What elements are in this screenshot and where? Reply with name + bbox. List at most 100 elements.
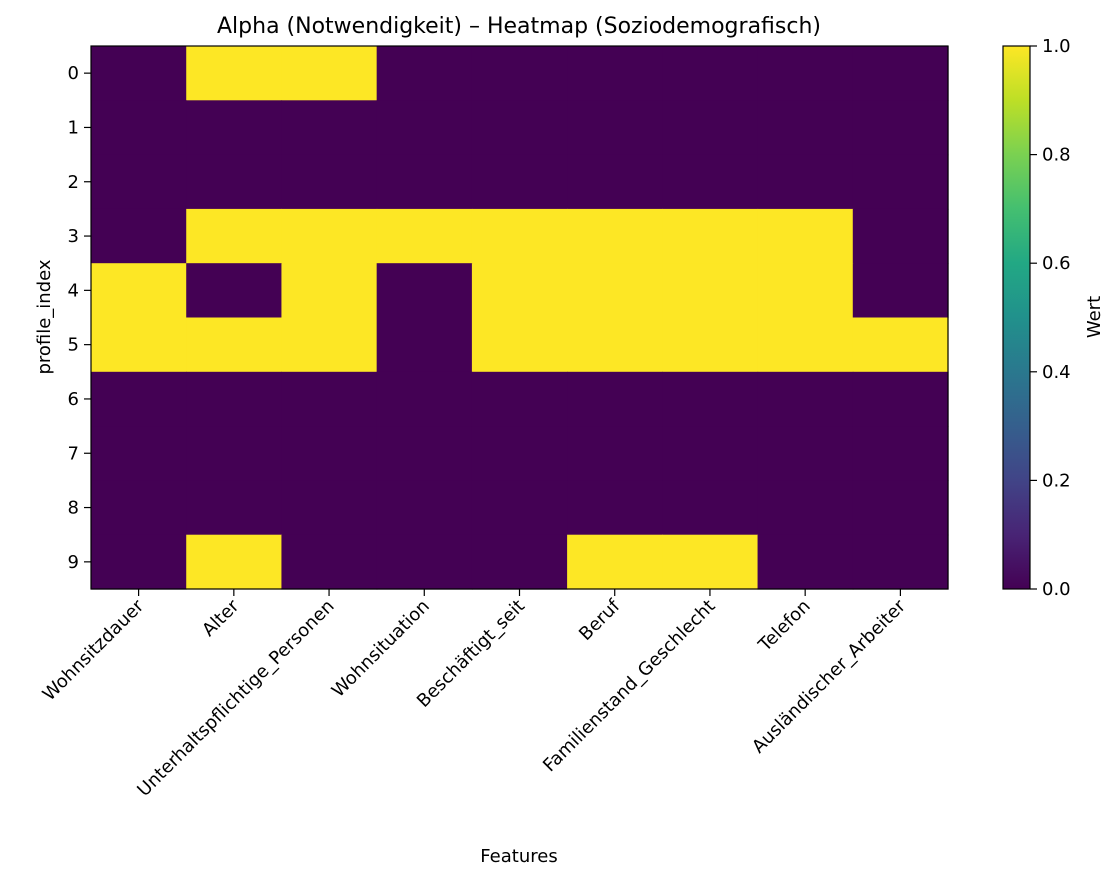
heatmap-cell-r7-c0 [91, 426, 187, 481]
heatmap-cell-r9-c8 [852, 534, 949, 590]
heatmap-cell-r0-c4 [471, 46, 568, 101]
heatmap-cell-r2-c0 [91, 154, 187, 210]
heatmap-cell-r6-c7 [757, 371, 854, 427]
heatmap-cell-r2-c6 [662, 154, 759, 210]
heatmap-cell-r1-c0 [91, 100, 187, 156]
colorbar-tick-label: 0.2 [1042, 470, 1071, 491]
heatmap-cell-r3-c8 [852, 208, 949, 264]
heatmap-cell-r3-c2 [281, 208, 378, 264]
x-axis-ticks: Wohnsitzdauer AlterUnterhaltspflichtige_P… [39, 589, 910, 801]
y-tick-label: 0 [68, 63, 79, 84]
heatmap-cell-r7-c4 [471, 426, 568, 481]
heatmap-cell-r4-c0 [91, 263, 187, 319]
heatmap-cell-r0-c5 [567, 46, 663, 101]
colorbar [1002, 45, 1031, 590]
heatmap-cell-r5-c8 [852, 317, 949, 373]
heatmap-cell-r3-c7 [757, 208, 854, 264]
heatmap-cell-r8-c0 [91, 480, 187, 536]
x-tick-label: Familienstand_Geschlecht [539, 596, 719, 776]
heatmap-cell-r5-c4 [471, 317, 568, 373]
y-tick-label: 9 [68, 552, 79, 573]
heatmap-cell-r9-c4 [471, 534, 568, 590]
heatmap-cell-r0-c7 [757, 46, 854, 101]
heatmap-cell-r9-c7 [757, 534, 854, 590]
heatmap-cell-r7-c5 [567, 426, 663, 481]
heatmap-cell-r2-c7 [757, 154, 854, 210]
heatmap-cell-r6-c6 [662, 371, 759, 427]
heatmap-cell-r1-c2 [281, 100, 378, 156]
heatmap-cell-r9-c3 [376, 534, 473, 590]
y-tick-label: 1 [68, 117, 79, 138]
heatmap-cell-r7-c1 [186, 426, 283, 481]
colorbar-tick-label: 0.4 [1042, 362, 1071, 383]
x-tick-label: Wohnsitzdauer [39, 595, 149, 705]
x-tick-label: Beruf [575, 595, 625, 645]
colorbar-tick-label: 0.0 [1042, 579, 1071, 600]
heatmap-cell-r4-c1 [186, 263, 283, 319]
heatmap-cell-r7-c7 [757, 426, 854, 481]
heatmap-cell-r2-c2 [281, 154, 378, 210]
heatmap-cell-r1-c7 [757, 100, 854, 156]
heatmap-cell-r6-c5 [567, 371, 663, 427]
heatmap-cell-r7-c3 [376, 426, 473, 481]
heatmap-cell-r2-c5 [567, 154, 663, 210]
heatmap-cell-r6-c0 [91, 371, 187, 427]
heatmap-cell-r4-c6 [662, 263, 759, 319]
heatmap-cell-r2-c1 [186, 154, 283, 210]
y-tick-label: 7 [68, 443, 79, 464]
heatmap-cell-r8-c3 [376, 480, 473, 536]
heatmap-cell-r4-c5 [567, 263, 663, 319]
heatmap-cell-r8-c4 [471, 480, 568, 536]
heatmap-cell-r5-c2 [281, 317, 378, 373]
colorbar-tick-label: 0.6 [1042, 253, 1071, 274]
heatmap-cell-r2-c3 [376, 154, 473, 210]
heatmap-cell-r5-c0 [91, 317, 187, 373]
heatmap-cell-r5-c5 [567, 317, 663, 373]
heatmap-cell-r9-c0 [91, 534, 187, 590]
y-axis-label: profile_index [34, 259, 55, 374]
x-tick-label: Alter [198, 595, 244, 641]
heatmap-cell-r8-c2 [281, 480, 378, 536]
heatmap-cell-r8-c6 [662, 480, 759, 536]
x-tick-label: Ausländischer_Arbeiter [748, 595, 910, 757]
heatmap-cell-r2-c8 [852, 154, 949, 210]
heatmap-cell-r3-c1 [186, 208, 283, 264]
heatmap-cell-r9-c5 [567, 534, 663, 590]
x-axis-label: Features [480, 846, 557, 867]
heatmap-cell-r9-c1 [186, 534, 283, 590]
heatmap-cell-r4-c4 [471, 263, 568, 319]
x-tick-label: Unterhaltspflichtige_Personen [133, 596, 338, 801]
heatmap-cell-r6-c1 [186, 371, 283, 427]
heatmap-cell-r1-c4 [471, 100, 568, 156]
x-tick-label: Wohnsituation [328, 596, 434, 702]
heatmap-cell-r9-c2 [281, 534, 378, 590]
heatmap-cell-r5-c1 [186, 317, 283, 373]
heatmap-cell-r6-c8 [852, 371, 949, 427]
colorbar-tick-label: 1.0 [1042, 36, 1071, 57]
colorbar-tick-label: 0.8 [1042, 145, 1071, 166]
y-tick-label: 8 [68, 498, 79, 519]
heatmap-cell-r0-c1 [186, 46, 283, 101]
chart-title: Alpha (Notwendigkeit) – Heatmap (Soziode… [217, 14, 821, 39]
heatmap-cell-r7-c6 [662, 426, 759, 481]
heatmap-cell-r1-c5 [567, 100, 663, 156]
heatmap-cells [91, 46, 949, 590]
colorbar-ticks: 0.0 0.2 0.4 0.6 0.8 1.0 [1030, 36, 1071, 600]
heatmap-cell-r7-c2 [281, 426, 378, 481]
heatmap-cell-r1-c1 [186, 100, 283, 156]
heatmap-cell-r1-c6 [662, 100, 759, 156]
x-tick-label: Telefon [754, 596, 815, 657]
y-tick-label: 3 [68, 226, 79, 247]
heatmap-cell-r0-c0 [91, 46, 187, 101]
heatmap-cell-r4-c3 [376, 263, 473, 319]
y-tick-label: 6 [68, 389, 79, 410]
heatmap-cell-r3-c6 [662, 208, 759, 264]
heatmap-cell-r6-c4 [471, 371, 568, 427]
heatmap-cell-r0-c8 [852, 46, 949, 101]
heatmap-cell-r0-c2 [281, 46, 378, 101]
heatmap-cell-r4-c8 [852, 263, 949, 319]
heatmap-cell-r8-c1 [186, 480, 283, 536]
heatmap-cell-r0-c6 [662, 46, 759, 101]
y-tick-label: 4 [68, 280, 79, 301]
